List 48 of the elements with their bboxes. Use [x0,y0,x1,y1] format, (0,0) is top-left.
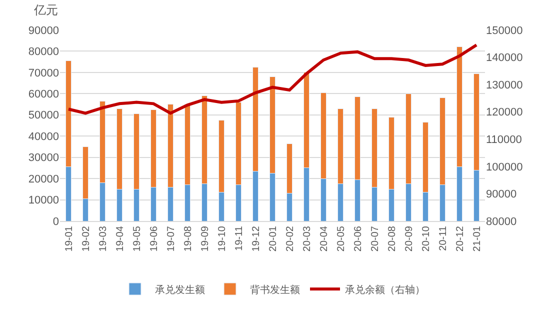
x-tick-label: 20-05 [336,226,347,252]
y-tick-label: 50000 [28,110,59,122]
legend-label: 背书发生额 [250,284,300,296]
y-tick-label: 90000 [28,24,59,37]
y-tick-label: 10000 [28,194,59,207]
x-tick-label: 19-03 [98,226,109,252]
x-tick-label: 19-05 [132,226,143,252]
x-tick-label: 20-06 [352,226,364,252]
y2-tick-label: 130000 [486,79,523,92]
x-tick-label: 20-02 [284,226,296,252]
x-tick-label: 19-06 [148,226,160,252]
y2-tick-label: 90000 [486,188,517,201]
x-tick-label: 20-09 [404,226,415,252]
y2-tick-label: 150000 [486,24,523,37]
x-tick-label: 20-08 [386,226,398,252]
x-tick-label: 19-10 [216,226,228,252]
legend-label: 承兑发生额 [155,284,205,296]
x-tick-label: 19-04 [114,226,126,252]
y2-tick-label: 140000 [486,52,523,64]
x-tick-label: 21-01 [472,226,483,252]
x-tick-label: 20-07 [370,226,381,252]
x-tick-label: 20-01 [268,226,279,252]
y-tick-label: 0 [52,216,59,228]
y-tick-label: 20000 [28,173,59,186]
x-tick-label: 20-04 [318,226,330,252]
x-tick-label: 20-11 [438,226,449,251]
line-series [67,44,478,115]
y-tick-label: 80000 [28,46,59,58]
x-tick-label: 19-08 [182,226,194,252]
x-tick-label: 19-02 [80,226,92,252]
y2-tick-label: 80000 [486,216,517,228]
y-tick-label: 30000 [28,152,59,164]
x-tick-label: 19-07 [166,226,177,252]
x-tick-label: 20-12 [454,226,466,252]
x-tick-label: 19-12 [250,226,262,252]
x-tick-label: 19-09 [200,226,211,252]
x-tick-label: 19-11 [234,226,245,251]
legend-label: 承兑余额（右轴） [345,284,425,296]
y-axis-title: 亿元 [33,3,58,17]
y-tick-label: 70000 [28,67,59,80]
y-tick-label: 60000 [28,88,59,101]
x-tick-label: 20-03 [302,226,313,252]
y2-tick-label: 110000 [486,134,522,146]
y-tick-label: 40000 [28,130,59,143]
y2-tick-label: 120000 [486,106,523,119]
x-tick-label: 20-10 [420,226,432,252]
x-tick-label: 19-01 [64,226,75,252]
y2-tick-label: 100000 [486,161,523,174]
